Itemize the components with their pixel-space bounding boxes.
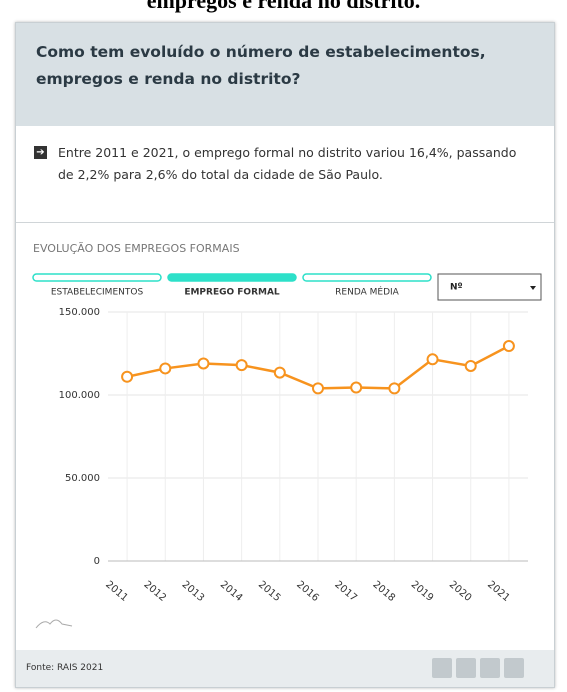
footer: Fonte: RAIS 2021 (16, 650, 554, 687)
arrow-icon: ➔ (34, 146, 47, 159)
info-button[interactable] (432, 658, 452, 678)
page-heading: empregos e renda no distrito. (146, 0, 421, 13)
share-button[interactable] (504, 658, 524, 678)
card-title: Como tem evoluído o número de estabeleci… (16, 23, 554, 126)
note: ➔ Entre 2011 e 2021, o emprego formal no … (16, 126, 554, 223)
download-button[interactable] (480, 658, 500, 678)
zoom-button[interactable] (456, 658, 476, 678)
source: Fonte: RAIS 2021 (26, 663, 104, 673)
note-text: Entre 2011 e 2021, o emprego formal no d… (58, 145, 517, 182)
card: Como tem evoluído o número de estabeleci… (15, 22, 555, 688)
